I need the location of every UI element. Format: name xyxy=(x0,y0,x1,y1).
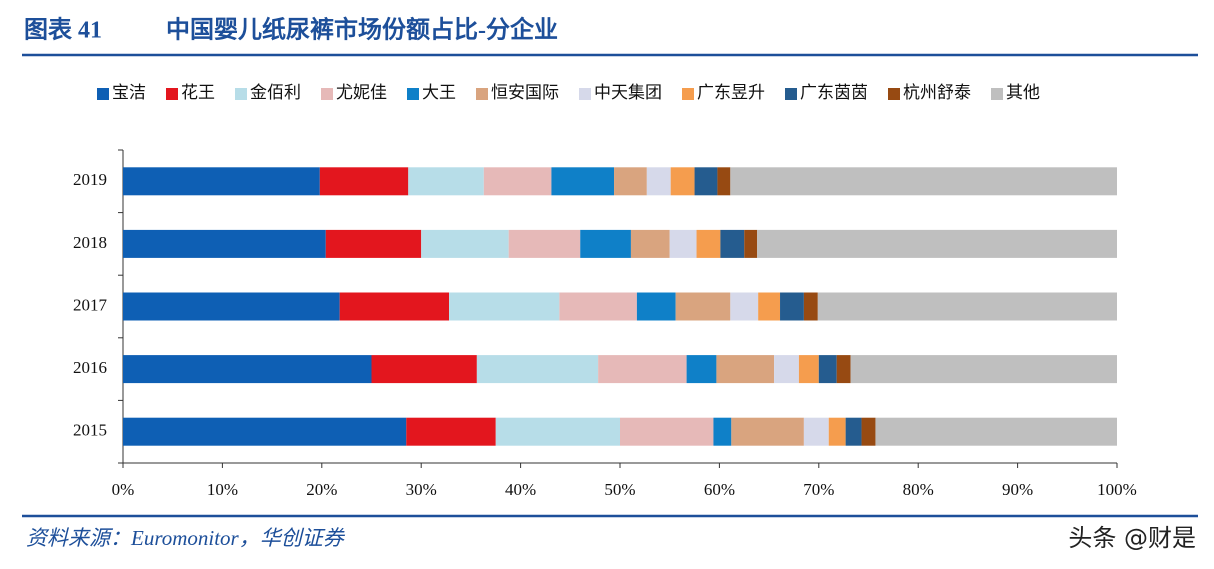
legend-swatch xyxy=(888,88,900,100)
legend-label: 尤妮佳 xyxy=(336,83,387,102)
legend-swatch xyxy=(235,88,247,100)
bar-segment xyxy=(449,292,560,321)
legend-swatch xyxy=(321,88,333,100)
x-tick-label: 30% xyxy=(406,480,437,499)
chart-title: 中国婴儿纸尿裤市场份额占比-分企业 xyxy=(166,16,558,44)
bar-segment xyxy=(803,292,818,321)
legend-swatch xyxy=(407,88,419,100)
bar-segment xyxy=(508,229,581,258)
legend-swatch xyxy=(579,88,591,100)
x-tick-label: 40% xyxy=(505,480,536,499)
legend-swatch xyxy=(991,88,1003,100)
bar-segment xyxy=(614,167,647,196)
bar-segment xyxy=(598,355,687,384)
legend-label: 大王 xyxy=(422,83,456,102)
y-tick-label: 2019 xyxy=(73,170,107,189)
legend-label: 金佰利 xyxy=(250,83,301,102)
y-tick-label: 2018 xyxy=(73,233,107,252)
bar-segment xyxy=(836,355,851,384)
legend-swatch xyxy=(476,88,488,100)
bar-segment xyxy=(731,417,804,446)
legend-label: 宝洁 xyxy=(112,83,146,102)
x-tick-label: 90% xyxy=(1002,480,1033,499)
legend-label: 其他 xyxy=(1006,83,1040,102)
bar-segment xyxy=(559,292,637,321)
legend-label: 中天集团 xyxy=(594,83,662,102)
legend-swatch xyxy=(785,88,797,100)
bar-segment xyxy=(421,229,509,258)
bar-segment xyxy=(646,167,671,196)
bar-segment xyxy=(476,355,599,384)
y-tick-label: 2017 xyxy=(73,295,108,314)
x-tick-label: 10% xyxy=(207,480,238,499)
bar-segment xyxy=(408,167,484,196)
legend-label: 花王 xyxy=(181,83,215,102)
bar-segment xyxy=(123,292,340,321)
bar-segment xyxy=(325,229,422,258)
legend-label: 广东茵茵 xyxy=(800,83,868,102)
bar-segment xyxy=(675,292,731,321)
bar-segment xyxy=(828,417,846,446)
bar-segment xyxy=(780,292,804,321)
x-tick-label: 60% xyxy=(704,480,735,499)
legend-label: 广东昱升 xyxy=(697,83,765,102)
bar-segment xyxy=(406,417,496,446)
bar-segment xyxy=(669,229,697,258)
bar-segment xyxy=(713,417,732,446)
bar-segment xyxy=(716,355,775,384)
bar-segment xyxy=(123,417,407,446)
source: 资料来源：Euromonitor，华创证券 xyxy=(26,526,346,550)
bar-segment xyxy=(758,292,781,321)
bar-segment xyxy=(845,417,862,446)
bar-segment xyxy=(123,229,326,258)
bar-segment xyxy=(636,292,676,321)
legend-label: 杭州舒泰 xyxy=(903,83,971,102)
x-tick-label: 0% xyxy=(112,480,135,499)
bar-segment xyxy=(620,417,714,446)
x-tick-label: 50% xyxy=(604,480,635,499)
x-tick-label: 20% xyxy=(306,480,337,499)
bar-segment xyxy=(818,355,837,384)
bar-segment xyxy=(696,229,721,258)
legend-swatch xyxy=(97,88,109,100)
bar-segment xyxy=(850,355,1117,384)
y-tick-label: 2015 xyxy=(73,421,107,440)
x-tick-label: 70% xyxy=(803,480,834,499)
bar-segment xyxy=(319,167,409,196)
bar-segment xyxy=(551,167,615,196)
bar-segment xyxy=(670,167,695,196)
bar-segment xyxy=(580,229,631,258)
chart-label: 图表 41 xyxy=(24,17,102,44)
bar-segment xyxy=(720,229,745,258)
bar-segment xyxy=(123,167,320,196)
bar-segment xyxy=(798,355,819,384)
bar-segment xyxy=(371,355,477,384)
bar-segment xyxy=(495,417,620,446)
legend-swatch xyxy=(166,88,178,100)
bar-segment xyxy=(875,417,1117,446)
legend-label: 恒安国际 xyxy=(491,83,559,102)
bar-segment xyxy=(730,167,1117,196)
watermark: 头条 @财是 xyxy=(1068,524,1196,552)
x-tick-label: 100% xyxy=(1097,480,1137,499)
bar-segment xyxy=(861,417,876,446)
bar-segment xyxy=(339,292,450,321)
bar-segment xyxy=(483,167,552,196)
y-tick-label: 2016 xyxy=(73,358,107,377)
bar-segment xyxy=(686,355,717,384)
bar-segment xyxy=(717,167,731,196)
x-tick-label: 80% xyxy=(903,480,934,499)
bar-segment xyxy=(817,292,1117,321)
bar-segment xyxy=(757,229,1117,258)
bar-segment xyxy=(730,292,759,321)
bar-segment xyxy=(774,355,799,384)
bar-segment xyxy=(694,167,718,196)
legend-swatch xyxy=(682,88,694,100)
bar-segment xyxy=(803,417,829,446)
bar-segment xyxy=(744,229,758,258)
bar-segment xyxy=(630,229,670,258)
bar-segment xyxy=(123,355,372,384)
legend: 宝洁 花王 金佰利 尤妮佳 大王 恒安国际 中天集团 广东昱升 广东茵茵 杭州舒泰 其他 xyxy=(97,83,1040,102)
